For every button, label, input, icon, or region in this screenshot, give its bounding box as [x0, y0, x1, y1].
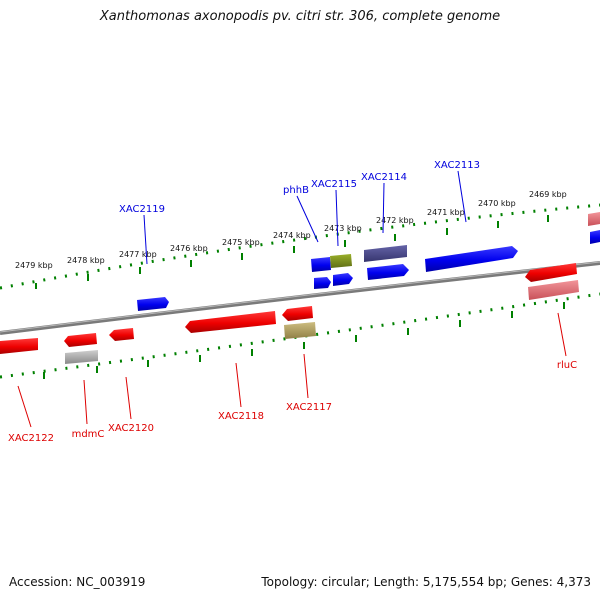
kbp-label: 2474 kbp [273, 231, 311, 240]
gene-arrow-forward[interactable] [137, 297, 169, 311]
genome-backbone [0, 261, 600, 335]
top-major-ticks [35, 215, 549, 289]
gene-label-forward[interactable]: XAC2115 [311, 179, 357, 190]
genome-stats-text: Topology: circular; Length: 5,175,554 bp… [261, 575, 591, 589]
gene-arrow-reverse[interactable] [109, 328, 134, 341]
gene-label-reverse[interactable]: mdmC [72, 429, 105, 440]
gene-arrow-reverse[interactable] [0, 338, 38, 354]
bottom-label-connectors [17, 312, 567, 428]
gene-label-reverse[interactable]: XAC2122 [8, 433, 54, 444]
kbp-label: 2477 kbp [119, 250, 157, 259]
gene-arrow-khaki[interactable] [284, 322, 316, 339]
gene-arrow-pink[interactable] [588, 212, 600, 226]
gene-arrow-darkblue[interactable] [364, 245, 407, 262]
bottom-major-ticks [43, 302, 565, 379]
kbp-label: 2479 kbp [15, 261, 53, 270]
kbp-label: 2470 kbp [478, 199, 516, 208]
gene-arrow-reverse[interactable] [185, 311, 276, 333]
gene-label-forward[interactable]: phhB [283, 185, 309, 196]
gene-arrow-forward[interactable] [311, 257, 331, 272]
gene-arrow-forward[interactable] [367, 264, 409, 280]
kbp-label: 2473 kbp [324, 224, 362, 233]
kbp-label: 2478 kbp [67, 256, 105, 265]
forward-genes [137, 212, 600, 311]
gene-arrow-reverse[interactable] [64, 333, 97, 347]
kbp-label: 2475 kbp [222, 238, 260, 247]
gene-arrow-forward[interactable] [314, 277, 331, 289]
gene-label-reverse[interactable]: XAC2118 [218, 411, 264, 422]
gene-label-forward[interactable]: XAC2119 [119, 204, 165, 215]
kbp-label: 2471 kbp [427, 208, 465, 217]
gene-label-reverse[interactable]: XAC2117 [286, 402, 332, 413]
gene-arrow-forward[interactable] [425, 246, 518, 272]
reverse-genes [0, 263, 579, 364]
gene-label-reverse[interactable]: rluC [557, 360, 577, 371]
kbp-label: 2469 kbp [529, 190, 567, 199]
gene-arrow-reverse[interactable] [525, 263, 577, 282]
gene-arrow-grey[interactable] [65, 350, 98, 364]
gene-label-reverse[interactable]: XAC2120 [108, 423, 154, 434]
top-label-connectors [143, 170, 467, 265]
kbp-label: 2476 kbp [170, 244, 208, 253]
gene-arrow-forward[interactable] [333, 273, 353, 286]
accession-text: Accession: NC_003919 [9, 575, 146, 589]
gene-label-forward[interactable]: XAC2114 [361, 172, 407, 183]
gene-arrow-pink[interactable] [528, 280, 579, 300]
gene-arrow-forward[interactable] [590, 230, 600, 244]
gene-arrow-reverse[interactable] [282, 306, 313, 321]
gene-label-forward[interactable]: XAC2113 [434, 160, 480, 171]
genome-title: Xanthomonas axonopodis pv. citri str. 30… [99, 9, 501, 24]
genome-backbone-highlight [0, 261, 600, 333]
gene-arrow-olive[interactable] [330, 254, 352, 268]
kbp-label: 2472 kbp [376, 216, 414, 225]
